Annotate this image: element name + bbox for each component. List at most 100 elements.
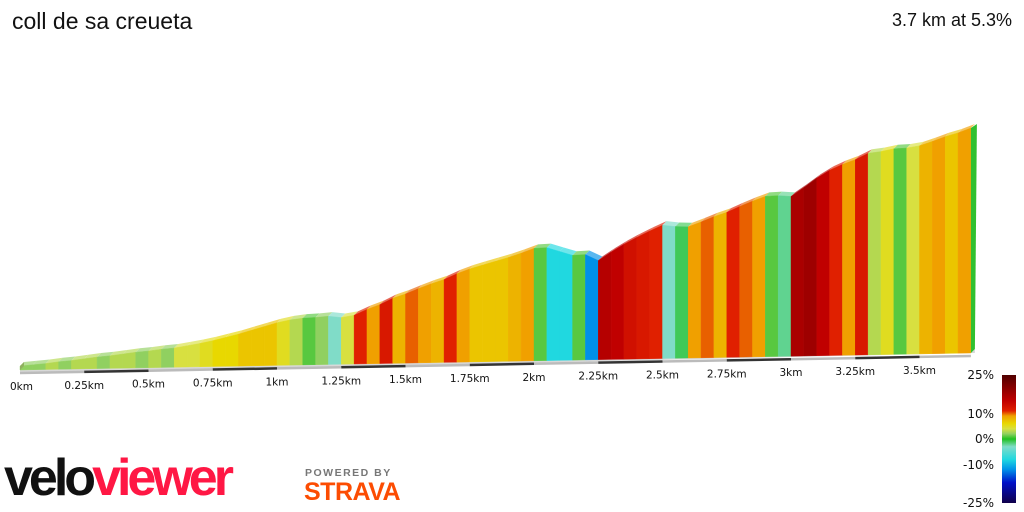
segment-top-face [842,155,860,165]
segment-top-face [906,141,924,148]
segment-top-face [919,137,937,146]
x-tick-label: 0km [10,381,33,393]
gradient-segment [688,221,702,359]
segment-top-face [880,144,898,152]
axis-distance-bar [19,370,85,375]
segment-top-face [829,160,847,171]
segment-top-face [572,250,590,256]
gradient-segment [790,187,805,357]
gradient-segment [842,159,856,356]
gradient-segment [623,237,637,360]
segment-title: coll de sa creueta [12,8,193,34]
axis-distance-bar [855,355,920,360]
gradient-segment [932,136,946,354]
segment-top-face [109,349,127,356]
gradient-segment [533,247,548,362]
segment-top-face [199,336,217,344]
veloviewer-logo: veloviewer [4,449,234,507]
x-tick-label: 3km [780,367,803,379]
gradient-segment [341,314,355,365]
gradient-color-legend [1002,375,1016,503]
gradient-segment [225,333,239,367]
gradient-segment [251,326,265,367]
x-axis-ticks: 0km 0.25km 0.5km 0.75km 1km 1.25km 1.5km 1.75km… [10,365,936,393]
x-tick-label: 3.25km [835,366,875,378]
segment-top-face [71,354,89,361]
segment-top-face [405,284,423,294]
segment-top-face [739,197,757,207]
segment-top-face [45,357,63,364]
axis-distance-bar [469,362,535,367]
gradient-segment [752,196,766,358]
profile-start-face [20,362,24,370]
segment-top-face [945,128,963,137]
axis-distance-bar [919,354,971,359]
segment-top-face [289,314,307,320]
axis-distance-bar [341,364,406,369]
axis-distance-bar [148,368,213,372]
segment-top-face [521,244,538,254]
x-tick-label: 2.5km [646,370,679,382]
x-tick-label: 2.25km [578,371,618,383]
segment-summary: 3.7 km at 5.3% [891,10,1012,30]
gradient-segment [71,358,85,370]
gradient-segment [546,247,560,361]
segment-top-face [585,250,603,261]
x-tick-label: 2km [523,372,546,384]
gradient-segment [353,309,368,365]
x-tick-label: 0.75km [193,378,233,390]
gradient-segment [431,279,445,363]
segment-top-face [431,275,449,284]
gradient-segment [880,148,894,355]
segment-top-face [958,124,975,133]
x-tick-label: 1.5km [389,374,422,386]
gradient-segment [803,177,817,357]
legend-label-max: 25% [967,368,994,382]
x-tick-label: 0.5km [132,379,165,391]
gradient-segment [315,315,329,365]
segment-top-face [84,352,102,359]
segment-top-face [251,322,269,331]
axis-distance-bar [84,369,149,374]
gradient-segment [508,252,522,362]
axis-distance-bar [533,361,599,366]
segment-top-face [649,221,667,232]
gradient-segment [559,251,573,361]
gradient-segment [122,351,136,369]
segment-top-face [122,348,140,354]
gradient-segment [366,304,380,365]
strava-logo: STRAVA [304,478,401,506]
gradient-segment [919,141,933,355]
axis-distance-bar [212,367,278,371]
gradient-segment [636,230,650,360]
legend-label-neg10: -10% [962,458,994,472]
segment-top-face [328,312,346,318]
elevation-profile-chart: 0km 0.25km 0.5km 0.75km 1km 1.25km 1.5km 1.75km… [10,124,977,393]
gradient-segment [263,322,278,366]
gradient-segment [328,315,342,365]
segment-top-face [354,305,371,316]
segment-top-face [212,333,230,341]
gradient-segment [610,243,625,360]
segment-top-face [341,311,359,318]
gradient-segment [585,254,599,361]
gradient-segment [289,317,303,366]
segment-top-face [713,208,731,217]
x-tick-label: 0.25km [64,380,104,392]
gradient-segment [469,264,483,363]
segment-top-face [778,191,795,197]
gradient-segment [739,200,753,358]
segment-top-face [765,191,783,197]
gradient-segment [84,356,98,370]
profile-end-face [970,124,977,353]
gradient-segment [726,206,740,358]
gradient-segment [495,257,509,362]
x-tick-label: 2.75km [707,368,747,380]
gradient-segment [392,293,406,364]
x-tick-label: 1km [266,376,289,388]
segment-top-face [598,248,616,261]
segment-top-face [264,318,281,327]
segment-top-face [752,192,770,202]
gradient-segment [777,195,792,357]
axis-distance-bar [598,360,663,364]
